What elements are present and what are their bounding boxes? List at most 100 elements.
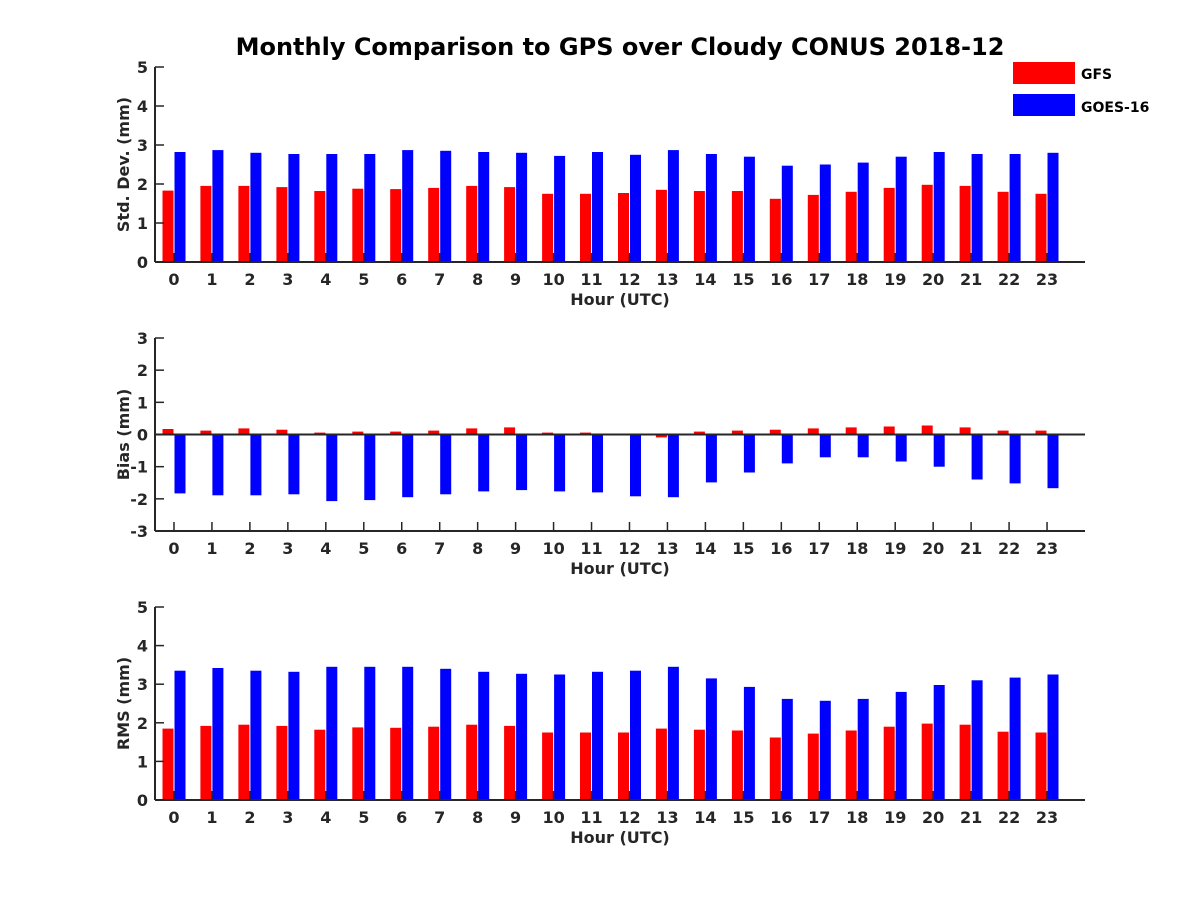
bar-goes16-hour-14	[705, 678, 717, 800]
x-tick-label: 16	[770, 808, 792, 827]
x-tick-label: 18	[846, 539, 868, 558]
x-tick-label: 15	[732, 270, 754, 289]
bar-goes16-hour-13	[667, 150, 679, 262]
bar-goes16-hour-14	[705, 154, 717, 262]
x-tick-label: 20	[922, 808, 944, 827]
y-tick-label: 0	[137, 253, 148, 272]
x-tick-label: 8	[472, 808, 483, 827]
bar-goes16-hour-16	[781, 698, 793, 800]
bar-gfs-hour-13	[655, 728, 667, 800]
x-tick-label: 8	[472, 270, 483, 289]
bar-gfs-hour-12	[618, 193, 629, 262]
bar-gfs-hour-18	[845, 427, 857, 435]
bar-gfs-hour-13	[655, 434, 667, 438]
bar-goes16-hour-0	[174, 434, 186, 494]
x-tick-label: 5	[358, 539, 369, 558]
x-tick-label: 16	[770, 270, 792, 289]
bar-gfs-hour-3	[276, 725, 288, 800]
x-tick-label: 21	[960, 270, 982, 289]
x-tick-label: 14	[694, 270, 716, 289]
x-tick-label: 14	[694, 808, 716, 827]
x-axis-label: Hour (UTC)	[570, 290, 670, 309]
bar-goes16-hour-1	[212, 668, 224, 800]
y-tick-label: 1	[137, 752, 148, 771]
bar-gfs-hour-7	[428, 187, 440, 262]
x-tick-label: 7	[434, 539, 445, 558]
bar-goes16-hour-7	[440, 434, 452, 495]
bar-goes16-hour-4	[326, 666, 338, 800]
x-tick-label: 21	[960, 539, 982, 558]
bar-gfs-hour-11	[580, 193, 591, 263]
x-tick-label: 22	[998, 808, 1020, 827]
bar-goes16-hour-2	[250, 670, 262, 800]
x-tick-label: 21	[960, 808, 982, 827]
x-tick-label: 7	[434, 270, 445, 289]
x-tick-label: 20	[922, 539, 944, 558]
y-tick-label: 0	[137, 426, 148, 445]
y-tick-label: 5	[137, 598, 148, 617]
bar-gfs-hour-0	[162, 429, 174, 435]
x-tick-label: 1	[206, 539, 217, 558]
bar-gfs-hour-10	[542, 193, 554, 263]
bar-gfs-hour-11	[580, 732, 591, 800]
y-tick-label: -2	[130, 490, 148, 509]
y-tick-label: 2	[137, 175, 148, 194]
bar-goes16-hour-22	[1009, 677, 1021, 800]
bar-gfs-hour-15	[731, 191, 743, 262]
y-tick-label: -1	[130, 458, 148, 477]
bar-gfs-hour-2	[238, 724, 250, 800]
bar-goes16-hour-16	[781, 165, 793, 262]
bar-gfs-hour-0	[162, 190, 174, 262]
bar-gfs-hour-7	[428, 726, 440, 800]
bar-goes16-hour-8	[478, 434, 490, 492]
x-tick-label: 10	[542, 539, 564, 558]
bar-gfs-hour-6	[390, 727, 402, 800]
bar-gfs-hour-19	[883, 726, 895, 800]
bar-goes16-hour-0	[174, 152, 186, 262]
x-tick-label: 11	[580, 270, 602, 289]
bar-goes16-hour-15	[743, 156, 755, 262]
bar-gfs-hour-8	[466, 428, 478, 435]
x-tick-label: 17	[808, 270, 830, 289]
x-tick-label: 4	[320, 539, 331, 558]
bar-gfs-hour-18	[845, 191, 857, 262]
x-tick-label: 20	[922, 270, 944, 289]
bar-goes16-hour-2	[250, 152, 262, 262]
y-tick-label: 3	[137, 329, 148, 348]
bar-goes16-hour-12	[630, 434, 641, 497]
bar-gfs-hour-20	[921, 425, 933, 435]
legend-label-goes16: GOES-16	[1081, 100, 1149, 116]
x-axis-label: Hour (UTC)	[570, 828, 670, 847]
legend-swatch-gfs	[1013, 62, 1075, 84]
bar-gfs-hour-15	[731, 730, 743, 800]
x-tick-label: 5	[358, 270, 369, 289]
bar-gfs-hour-5	[352, 727, 364, 800]
bar-goes16-hour-17	[819, 700, 831, 800]
y-tick-label: 4	[137, 637, 148, 656]
bar-gfs-hour-1	[200, 430, 212, 435]
x-tick-label: 6	[396, 539, 407, 558]
bar-goes16-hour-9	[516, 673, 528, 800]
x-tick-label: 10	[542, 270, 564, 289]
x-tick-label: 8	[472, 539, 483, 558]
bar-goes16-hour-0	[174, 670, 186, 800]
x-tick-label: 10	[542, 808, 564, 827]
x-tick-label: 18	[846, 808, 868, 827]
bar-gfs-hour-3	[276, 429, 288, 435]
bar-gfs-hour-0	[162, 728, 174, 800]
x-tick-label: 9	[510, 539, 521, 558]
bar-goes16-hour-17	[819, 434, 831, 458]
bar-goes16-hour-20	[933, 152, 945, 262]
bar-goes16-hour-19	[895, 156, 907, 262]
bar-gfs-hour-15	[731, 430, 743, 435]
y-tick-label: 5	[137, 58, 148, 77]
bar-goes16-hour-23	[1047, 434, 1059, 489]
bar-gfs-hour-5	[352, 188, 364, 262]
bar-gfs-hour-19	[883, 426, 895, 435]
bar-gfs-hour-9	[504, 725, 516, 800]
bar-goes16-hour-21	[971, 680, 983, 800]
bar-goes16-hour-14	[705, 434, 717, 483]
bar-goes16-hour-6	[402, 434, 414, 498]
bar-goes16-hour-10	[554, 674, 566, 800]
